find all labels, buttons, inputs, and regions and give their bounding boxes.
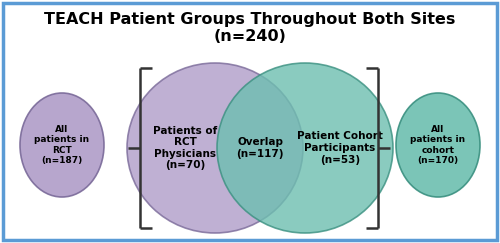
Ellipse shape xyxy=(127,63,303,233)
Text: TEACH Patient Groups Throughout Both Sites
(n=240): TEACH Patient Groups Throughout Both Sit… xyxy=(44,12,456,44)
Ellipse shape xyxy=(20,93,104,197)
Ellipse shape xyxy=(217,63,393,233)
Text: All
patients in
RCT
(n=187): All patients in RCT (n=187) xyxy=(34,125,90,165)
Ellipse shape xyxy=(396,93,480,197)
Text: Overlap
(n=117): Overlap (n=117) xyxy=(236,137,284,159)
Text: All
patients in
cohort
(n=170): All patients in cohort (n=170) xyxy=(410,125,466,165)
Text: Patients of
RCT
Physicians
(n=70): Patients of RCT Physicians (n=70) xyxy=(153,126,217,170)
Text: Patient Cohort
Participants
(n=53): Patient Cohort Participants (n=53) xyxy=(297,131,383,165)
